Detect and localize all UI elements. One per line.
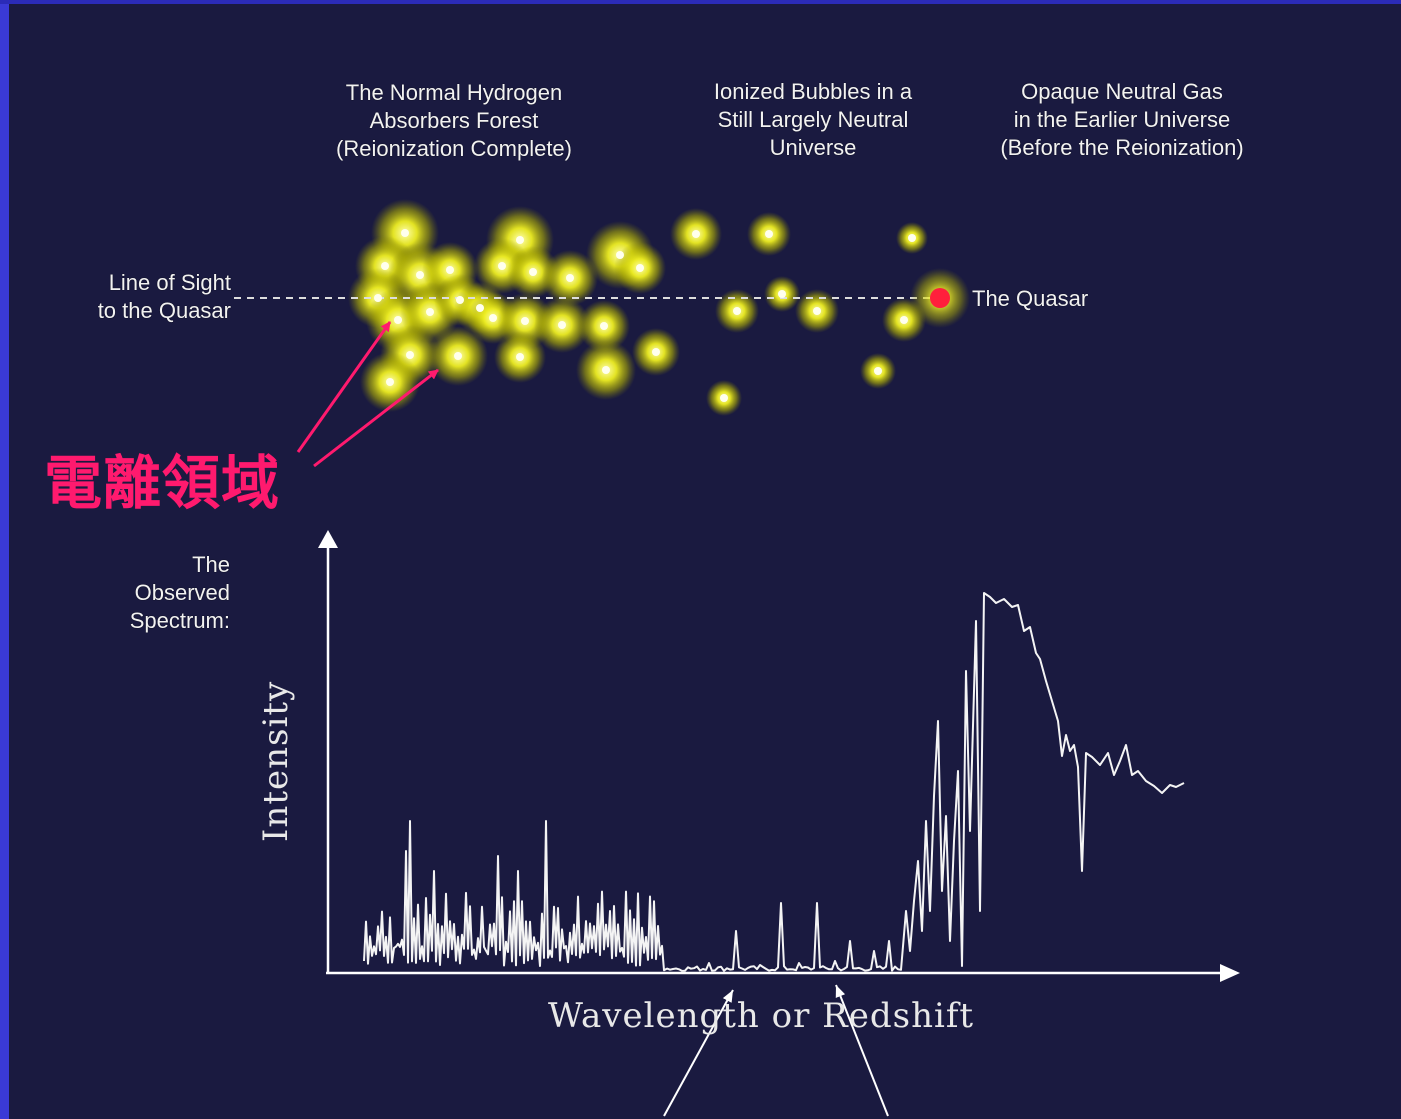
x-axis-arrowhead [1220, 964, 1240, 982]
absorber-cores [374, 229, 916, 402]
absorber-core [558, 321, 566, 329]
absorber-core [813, 307, 821, 315]
absorber-core [516, 353, 524, 361]
absorber-core [416, 271, 424, 279]
ionized-arrow-2 [313, 368, 439, 468]
ionized-arrow-1 [296, 321, 392, 453]
label-line-of-sight: Line of Sight to the Quasar [97, 270, 231, 323]
absorber-core [692, 230, 700, 238]
absorber-core [566, 274, 574, 282]
bubble-pointer-arrow-2 [835, 984, 889, 1117]
hydrogen-absorber-glows [348, 199, 928, 416]
absorber-core [733, 307, 741, 315]
label-normal-forest: The Normal Hydrogen Absorbers Forest (Re… [336, 80, 572, 161]
absorber-core [529, 268, 537, 276]
label-observed-spectrum: The Observed Spectrum: [129, 552, 230, 633]
absorber-core [720, 394, 728, 402]
label-ionized-bubbles: Ionized Bubbles in a Still Largely Neutr… [713, 79, 913, 160]
slide-top-border [0, 0, 1401, 4]
absorber-core [456, 296, 464, 304]
absorber-core [386, 378, 394, 386]
absorber-core [765, 230, 773, 238]
quasar-dot [930, 288, 950, 308]
absorber-core [516, 236, 524, 244]
y-axis-arrowhead [318, 530, 338, 548]
absorber-core [426, 308, 434, 316]
absorber-core [476, 304, 484, 312]
absorber-core [446, 266, 454, 274]
x-axis-label: Wavelength or Redshift [548, 996, 975, 1036]
absorber-core [652, 348, 660, 356]
absorber-core [900, 316, 908, 324]
label-quasar: The Quasar [972, 286, 1089, 311]
absorber-core [454, 352, 462, 360]
spectrum-line [363, 592, 1185, 972]
absorber-core [381, 262, 389, 270]
absorber-core [600, 322, 608, 330]
absorber-core [406, 351, 414, 359]
y-axis-label: Intensity [256, 680, 296, 842]
absorber-core [602, 366, 610, 374]
absorber-core [908, 234, 916, 242]
label-neutral-gas: Opaque Neutral Gas in the Earlier Univer… [1000, 79, 1244, 160]
absorber-core [636, 264, 644, 272]
absorber-core [498, 262, 506, 270]
ionized-region-label: 電離領域 [44, 449, 281, 517]
absorber-core [374, 294, 382, 302]
absorber-core [616, 251, 624, 259]
absorber-core [401, 229, 409, 237]
absorber-core [394, 316, 402, 324]
slide-left-border [0, 0, 9, 1119]
absorber-core [778, 290, 786, 298]
absorber-core [874, 367, 882, 375]
absorber-core [521, 317, 529, 325]
bubble-pointer-arrow-1 [663, 989, 734, 1117]
absorber-core [489, 314, 497, 322]
